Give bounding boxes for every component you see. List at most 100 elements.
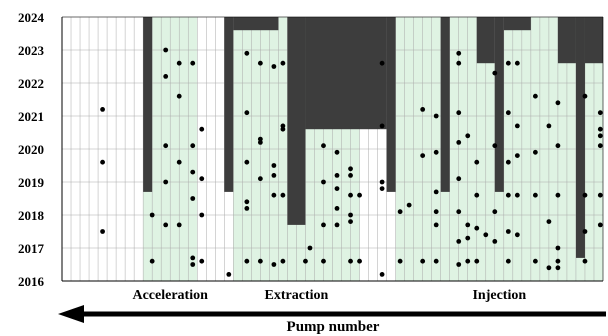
data-point (546, 265, 552, 271)
data-point (597, 192, 603, 198)
dark-bar (386, 17, 396, 192)
data-point (244, 50, 250, 56)
data-point (357, 192, 362, 198)
data-point (597, 110, 603, 116)
dark-bar (440, 17, 450, 192)
data-point (456, 60, 462, 66)
data-point (397, 258, 403, 264)
data-point (492, 239, 498, 244)
data-point-layer (100, 47, 603, 277)
data-point (505, 258, 511, 264)
data-point (163, 143, 169, 149)
data-point (100, 107, 105, 112)
data-point (271, 262, 277, 267)
data-point (532, 258, 538, 264)
data-point (280, 192, 286, 198)
data-point (420, 258, 426, 264)
data-point (456, 176, 462, 182)
y-tick-label: 2016 (18, 274, 45, 289)
data-point (357, 258, 362, 264)
data-point (321, 179, 326, 185)
data-point (465, 133, 471, 139)
data-point (307, 245, 313, 251)
data-point (280, 123, 286, 129)
data-point (190, 255, 196, 261)
data-point (514, 232, 520, 238)
data-point (280, 126, 286, 132)
data-point (582, 229, 588, 234)
data-point (348, 166, 353, 172)
data-point (492, 143, 498, 149)
data-point (149, 258, 155, 264)
data-point (456, 262, 462, 267)
data-point (334, 206, 340, 211)
data-point (257, 60, 263, 66)
data-point (334, 149, 340, 155)
y-tick-label: 2018 (18, 208, 45, 223)
data-point (474, 258, 480, 264)
data-point (505, 229, 511, 234)
data-point (582, 192, 588, 198)
axis-layer (61, 16, 604, 282)
data-point (163, 47, 169, 53)
data-point (190, 196, 196, 201)
data-point (280, 258, 286, 264)
dark-bar (584, 17, 603, 64)
data-point (190, 143, 196, 149)
dark-bar (224, 17, 234, 192)
data-point (257, 258, 263, 264)
dark-bar (494, 17, 504, 192)
data-point (348, 212, 353, 218)
dark-bar (305, 17, 387, 130)
x-axis-label: Pump number (287, 319, 380, 335)
data-point (348, 258, 353, 264)
data-point (546, 219, 552, 225)
data-point (555, 258, 561, 264)
data-point (244, 199, 250, 205)
data-point (474, 192, 480, 198)
data-point (244, 110, 250, 116)
data-point (505, 192, 511, 198)
data-point (176, 159, 182, 165)
data-point (456, 239, 462, 244)
data-point (199, 126, 205, 132)
data-point (555, 265, 561, 271)
data-point (190, 262, 196, 267)
data-point (303, 258, 308, 264)
data-point (176, 60, 182, 66)
data-point (420, 107, 426, 112)
y-tick-label: 2023 (18, 43, 45, 58)
data-point (190, 60, 196, 66)
data-point (379, 272, 385, 277)
data-point (433, 209, 439, 215)
data-point (244, 159, 250, 165)
data-point (334, 222, 340, 228)
data-point (397, 209, 403, 215)
data-point (597, 143, 603, 149)
data-point (555, 245, 561, 251)
data-point (199, 176, 205, 182)
data-point (244, 258, 250, 264)
data-point (555, 100, 561, 106)
data-point (433, 189, 439, 195)
data-point (433, 222, 439, 228)
data-point (514, 123, 520, 129)
data-point (271, 173, 277, 178)
data-point (465, 222, 471, 228)
data-point (149, 212, 155, 218)
data-point (163, 222, 169, 228)
data-point (514, 153, 520, 159)
data-point (257, 140, 263, 145)
data-point (433, 113, 439, 119)
data-point (379, 60, 385, 66)
data-point (555, 143, 561, 149)
data-point (190, 169, 196, 175)
data-point (492, 70, 498, 76)
data-point (348, 192, 353, 198)
data-point (505, 110, 511, 116)
dark-bar-layer (143, 17, 603, 258)
arrow-head (58, 305, 84, 323)
data-point (505, 60, 511, 66)
y-tick-label: 2019 (18, 175, 45, 190)
data-point (406, 202, 412, 208)
